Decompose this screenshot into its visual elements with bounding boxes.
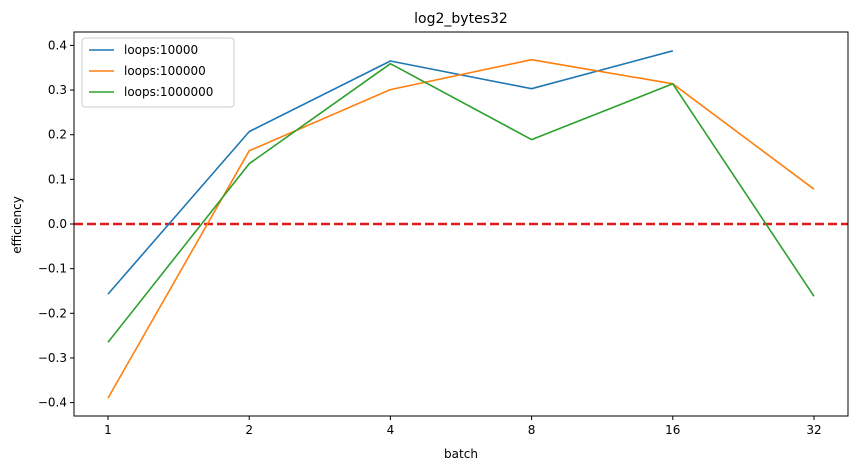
legend-box [81,37,235,108]
x-tick-label: 16 [665,423,680,437]
y-tick-label: 0.1 [48,172,67,186]
x-axis: 1 2 4 8 16 32 [104,416,822,437]
legend-label: loops:1000000 [124,85,213,99]
series-line-3 [107,62,815,343]
x-tick-label: 2 [245,423,253,437]
y-axis-label: efficiency [10,196,24,254]
y-tick-label: −0.2 [38,306,67,320]
y-tick-label: 0.2 [48,128,67,142]
y-tick-label: −0.1 [38,262,67,276]
series-line-1 [107,50,674,295]
x-axis-label: batch [444,447,478,461]
legend-label: loops:100000 [124,64,206,78]
legend: loops:10000 loops:100000 loops:1000000 [81,37,235,108]
plot-content [74,50,848,399]
x-tick-label: 8 [528,423,536,437]
x-tick-label: 1 [104,423,112,437]
legend-label: loops:10000 [124,43,198,57]
y-tick-label: −0.3 [38,351,67,365]
chart-title: log2_bytes32 [414,11,508,27]
x-tick-label: 4 [387,423,395,437]
y-axis: −0.4 −0.3 −0.2 −0.1 0.0 0.1 0.2 0.3 0.4 [38,38,74,410]
y-tick-label: 0.3 [48,83,67,97]
x-tick-label: 32 [806,423,821,437]
y-tick-label: 0.4 [48,38,67,52]
series-line-2 [107,58,815,399]
y-tick-label: −0.4 [38,396,67,410]
y-tick-label: 0.0 [48,217,67,231]
